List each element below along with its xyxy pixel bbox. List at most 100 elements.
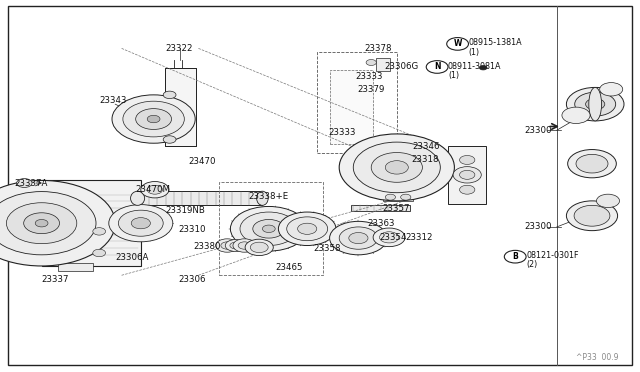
Circle shape xyxy=(566,201,618,231)
Text: 23358: 23358 xyxy=(314,244,341,253)
Circle shape xyxy=(339,227,378,249)
Circle shape xyxy=(504,250,526,263)
Text: 23306: 23306 xyxy=(178,275,205,284)
Circle shape xyxy=(278,212,336,246)
Circle shape xyxy=(147,115,160,123)
Circle shape xyxy=(401,194,411,200)
Text: 23346: 23346 xyxy=(413,142,440,151)
Circle shape xyxy=(238,242,251,249)
Circle shape xyxy=(576,154,608,173)
Text: 23300: 23300 xyxy=(525,222,552,231)
Circle shape xyxy=(460,170,475,179)
Circle shape xyxy=(24,213,60,234)
Text: 23337: 23337 xyxy=(42,275,69,284)
Circle shape xyxy=(353,142,440,193)
Circle shape xyxy=(339,134,454,201)
Circle shape xyxy=(225,240,246,251)
Bar xyxy=(219,182,323,275)
Circle shape xyxy=(233,239,256,252)
Circle shape xyxy=(366,60,376,65)
Circle shape xyxy=(385,194,396,200)
Text: 23465: 23465 xyxy=(275,263,303,272)
Circle shape xyxy=(371,153,422,182)
Bar xyxy=(138,191,262,205)
Bar xyxy=(330,70,373,144)
Circle shape xyxy=(230,206,307,251)
Bar xyxy=(383,193,413,201)
Text: 23354: 23354 xyxy=(380,233,407,242)
Circle shape xyxy=(574,205,610,226)
Circle shape xyxy=(460,185,475,194)
Circle shape xyxy=(479,65,487,70)
Bar xyxy=(42,180,141,266)
Text: (1): (1) xyxy=(468,48,479,57)
Circle shape xyxy=(141,182,169,198)
Circle shape xyxy=(230,242,241,249)
Text: 08915-1381A: 08915-1381A xyxy=(468,38,522,47)
Circle shape xyxy=(118,210,163,236)
Circle shape xyxy=(262,225,275,232)
Text: 08121-0301F: 08121-0301F xyxy=(526,251,579,260)
Text: 23322: 23322 xyxy=(166,44,193,53)
Text: B: B xyxy=(513,252,518,261)
Circle shape xyxy=(163,136,176,143)
Circle shape xyxy=(600,83,623,96)
Bar xyxy=(448,146,486,204)
Circle shape xyxy=(216,239,239,252)
Text: 23333: 23333 xyxy=(355,72,383,81)
Circle shape xyxy=(460,155,475,164)
Ellipse shape xyxy=(131,191,145,205)
Circle shape xyxy=(112,95,195,143)
Circle shape xyxy=(136,109,172,129)
Text: 23318: 23318 xyxy=(411,155,438,164)
Circle shape xyxy=(575,92,616,116)
Circle shape xyxy=(562,107,590,124)
Ellipse shape xyxy=(589,87,602,121)
Text: (2): (2) xyxy=(526,260,538,269)
Circle shape xyxy=(349,232,368,244)
Text: ^P33  00.9: ^P33 00.9 xyxy=(576,353,618,362)
Text: 23470M: 23470M xyxy=(136,185,171,194)
Circle shape xyxy=(109,205,173,242)
Circle shape xyxy=(568,150,616,178)
Circle shape xyxy=(147,185,163,194)
Circle shape xyxy=(287,217,328,241)
Bar xyxy=(58,263,93,271)
Circle shape xyxy=(566,87,624,121)
Circle shape xyxy=(240,212,298,246)
Text: 08911-3081A: 08911-3081A xyxy=(448,62,502,71)
Circle shape xyxy=(245,239,273,256)
Circle shape xyxy=(250,242,268,253)
Circle shape xyxy=(253,219,285,238)
Text: 23306A: 23306A xyxy=(115,253,148,262)
Circle shape xyxy=(93,228,106,235)
Circle shape xyxy=(330,221,387,255)
Circle shape xyxy=(596,194,620,208)
Text: 23363: 23363 xyxy=(367,219,395,228)
Text: 23333: 23333 xyxy=(328,128,356,137)
Text: 23337A: 23337A xyxy=(14,179,47,188)
Circle shape xyxy=(0,180,115,266)
Ellipse shape xyxy=(257,191,268,205)
Circle shape xyxy=(35,219,48,227)
Circle shape xyxy=(123,101,184,137)
Text: 23357: 23357 xyxy=(383,204,410,213)
Text: N: N xyxy=(434,62,440,71)
Bar xyxy=(160,102,186,136)
Circle shape xyxy=(373,228,405,247)
Text: 23338+E: 23338+E xyxy=(248,192,289,201)
Bar xyxy=(317,52,397,153)
Text: 23343: 23343 xyxy=(99,96,127,105)
Text: W: W xyxy=(453,39,462,48)
Circle shape xyxy=(380,232,399,243)
Bar xyxy=(165,68,196,146)
Text: 23306G: 23306G xyxy=(384,62,419,71)
Text: 23310: 23310 xyxy=(178,225,205,234)
Bar xyxy=(351,205,410,211)
Text: 23470: 23470 xyxy=(189,157,216,166)
Circle shape xyxy=(385,161,408,174)
Circle shape xyxy=(298,223,317,234)
Circle shape xyxy=(93,249,106,257)
Text: 23312: 23312 xyxy=(406,233,433,242)
Circle shape xyxy=(6,203,77,244)
